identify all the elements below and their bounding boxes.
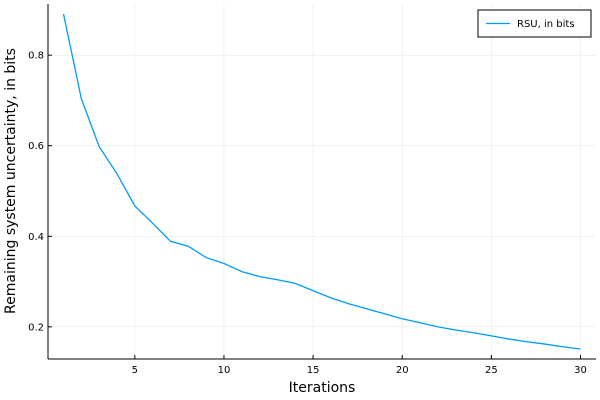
y-axis-label: Remaining system uncertainty, in bits [3, 48, 19, 314]
legend-label: RSU, in bits [517, 19, 575, 30]
data-line [62, 13, 581, 350]
x-tick-label: 10 [218, 365, 231, 376]
x-tick-label: 5 [132, 365, 138, 376]
x-tick-label: 20 [396, 365, 409, 376]
y-tick-label: 0.6 [28, 141, 44, 152]
y-tick-label: 0.2 [28, 322, 44, 333]
x-axis-label: Iterations [289, 380, 356, 396]
y-tick-label: 0.4 [28, 232, 44, 243]
x-tick-label: 15 [307, 365, 320, 376]
x-tick-label: 30 [574, 365, 587, 376]
x-tick-label: 25 [485, 365, 498, 376]
y-tick-label: 0.8 [28, 51, 44, 62]
